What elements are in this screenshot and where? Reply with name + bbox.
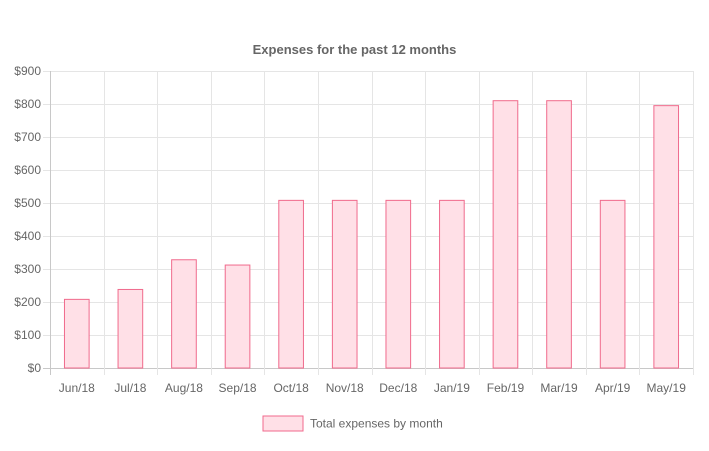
x-tick-label: Feb/19 <box>487 381 525 395</box>
bar[interactable] <box>385 199 412 369</box>
bar[interactable] <box>599 199 626 369</box>
bar[interactable] <box>171 259 197 369</box>
x-axis-ticks: Jun/18 Jul/18 Aug/18 Sep/18 Oct/18 Nov/18 Dec/… <box>59 381 686 395</box>
bar[interactable] <box>117 288 144 369</box>
x-tick-label: Dec/18 <box>379 381 417 395</box>
bar[interactable] <box>224 264 251 369</box>
y-tick-label: $200 <box>14 295 41 309</box>
y-tick-label: $300 <box>14 262 41 276</box>
y-tick-label: $400 <box>14 229 41 243</box>
bar[interactable] <box>439 199 465 369</box>
y-tick-label: $700 <box>14 130 41 144</box>
legend-swatch <box>262 415 304 432</box>
y-tick-label: $500 <box>14 196 41 210</box>
x-tick-label: Apr/19 <box>595 381 631 395</box>
x-tick-label: Jan/19 <box>434 381 470 395</box>
legend[interactable]: Total expenses by month <box>262 415 443 432</box>
x-tick-label: Aug/18 <box>165 381 203 395</box>
bars <box>63 100 680 369</box>
y-tick-label: $100 <box>14 328 41 342</box>
x-tick-label: Sep/18 <box>219 381 257 395</box>
chart-title: Expenses for the past 12 months <box>253 42 457 57</box>
y-tick-label: $600 <box>14 163 41 177</box>
legend-label: Total expenses by month <box>310 417 443 431</box>
x-tick-label: Mar/19 <box>540 381 578 395</box>
bar[interactable] <box>331 199 358 369</box>
x-tick-label: Jun/18 <box>59 381 95 395</box>
y-axis-ticks: $0 $100 $200 $300 $400 $500 $600 $700 $800 $900 <box>14 64 41 375</box>
bar[interactable] <box>492 100 519 369</box>
y-tick-label: $0 <box>28 361 42 375</box>
gridlines <box>43 71 694 375</box>
x-tick-label: Nov/18 <box>326 381 364 395</box>
y-tick-label: $900 <box>14 64 41 78</box>
bar[interactable] <box>653 105 680 369</box>
x-tick-label: May/19 <box>647 381 687 395</box>
bar[interactable] <box>278 199 304 369</box>
bar[interactable] <box>546 100 572 369</box>
y-tick-label: $800 <box>14 97 41 111</box>
x-tick-label: Oct/18 <box>273 381 309 395</box>
x-tick-label: Jul/18 <box>114 381 146 395</box>
bar[interactable] <box>63 298 90 369</box>
